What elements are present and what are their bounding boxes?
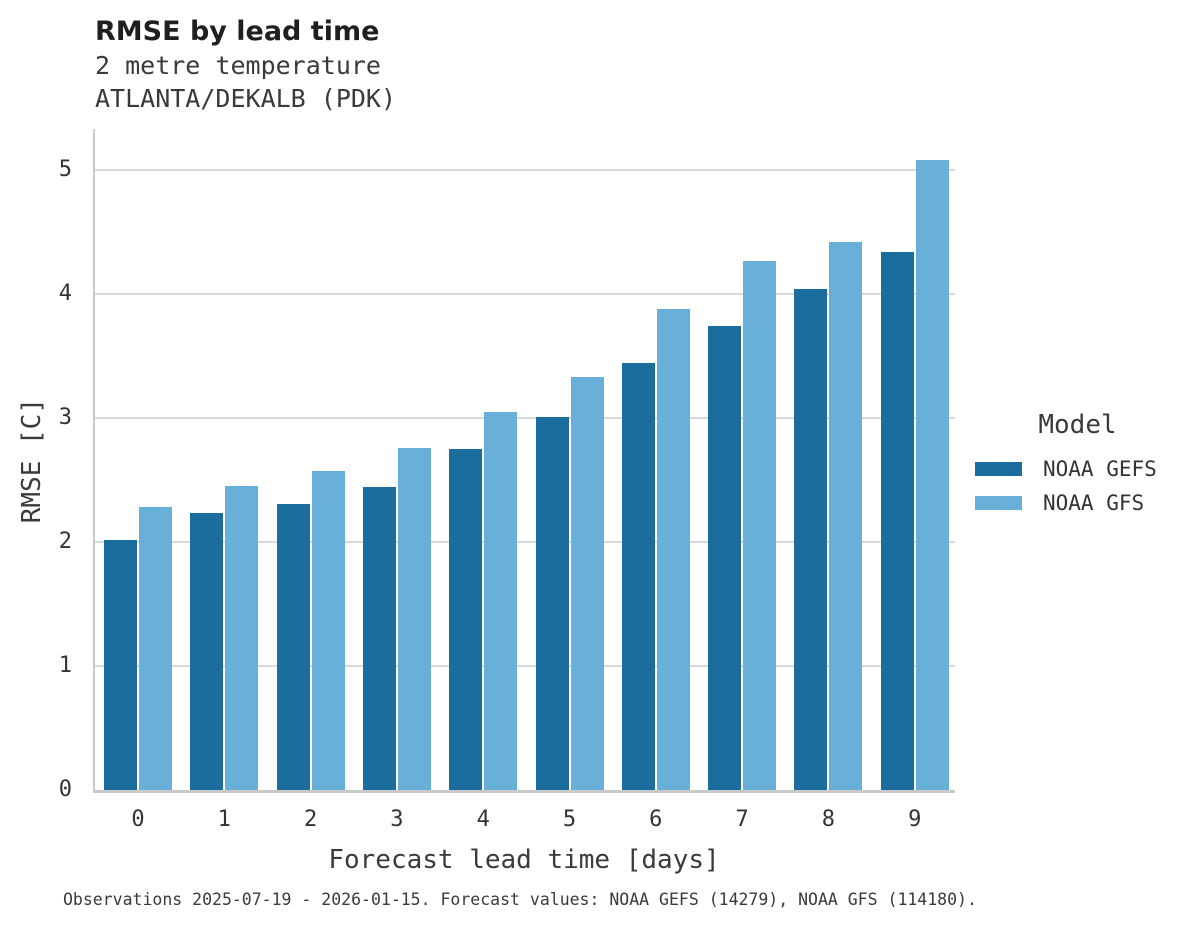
bar-noaa-gefs-day-0 [104,540,137,790]
legend-entries: NOAA GEFS NOAA GFS [975,452,1180,520]
footnote: Observations 2025-07-19 - 2026-01-15. Fo… [63,890,977,909]
x-tick-label-4: 4 [476,807,490,832]
y-tick-label-4: 4 [58,281,72,306]
y-tick-label-0: 0 [58,777,72,802]
legend-swatch-noaa-gefs [975,462,1022,476]
chart-subtitle-station: ATLANTA/DEKALB (PDK) [95,84,397,113]
chart-subtitle-variable: 2 metre temperature [95,51,381,80]
gridline-y-1 [95,665,955,667]
y-tick-label-3: 3 [58,405,72,430]
bar-noaa-gfs-day-8 [829,242,863,790]
bar-noaa-gefs-day-8 [794,289,828,790]
y-tick-label-5: 5 [58,157,72,182]
y-axis-title-wrap: RMSE [C] [14,129,50,793]
bar-noaa-gefs-day-1 [190,513,224,790]
legend-label-noaa-gefs: NOAA GEFS [1043,457,1157,481]
x-tick-label-5: 5 [562,807,577,832]
bar-noaa-gefs-day-2 [276,504,310,790]
x-tick-label-3: 3 [390,807,404,832]
x-tick-label-2: 2 [303,807,318,832]
bar-noaa-gefs-day-9 [880,252,914,790]
bar-noaa-gfs-day-7 [743,261,777,790]
bar-noaa-gefs-day-5 [535,417,569,790]
gridline-y-2 [95,541,955,543]
bar-noaa-gfs-day-3 [397,448,431,790]
y-tick-label-2: 2 [58,529,72,554]
legend-label-noaa-gfs: NOAA GFS [1043,491,1145,515]
gridline-y-4 [95,293,955,295]
plot-area: 0 1 2 3 4 5 0 1 2 3 4 5 6 7 8 9 [59,129,955,832]
x-tick-label-6: 6 [649,807,663,832]
legend-entry-noaa-gfs: NOAA GFS [975,486,1180,520]
bar-noaa-gfs-day-9 [915,160,949,790]
bar-noaa-gefs-day-6 [621,363,655,790]
x-tick-label-0: 0 [131,807,145,832]
bar-noaa-gefs-day-4 [449,449,483,790]
bar-noaa-gefs-day-3 [362,487,396,790]
bar-noaa-gfs-day-4 [484,412,518,790]
legend-swatch-noaa-gfs [975,496,1022,510]
x-tick-label-8: 8 [821,807,836,832]
bar-noaa-gfs-day-5 [570,377,604,790]
y-tick-label-1: 1 [58,653,72,678]
bar-noaa-gfs-day-6 [656,309,690,790]
x-tick-label-9: 9 [908,807,922,832]
chart-title: RMSE by lead time [95,16,380,47]
bar-noaa-gfs-day-0 [139,507,172,790]
legend: Model NOAA GEFS NOAA GFS [975,410,1180,520]
bar-noaa-gefs-day-7 [708,326,742,790]
bar-noaa-gfs-day-1 [225,486,259,790]
bar-noaa-gfs-day-2 [311,471,345,790]
legend-entry-noaa-gefs: NOAA GEFS [975,452,1180,486]
x-tick-label-1: 1 [217,807,231,832]
x-tick-label-7: 7 [735,807,749,832]
x-axis-title: Forecast lead time [days] [328,845,720,875]
gridline-y-3 [95,417,955,419]
gridline-y-5 [95,169,955,171]
legend-title: Model [1038,410,1117,440]
